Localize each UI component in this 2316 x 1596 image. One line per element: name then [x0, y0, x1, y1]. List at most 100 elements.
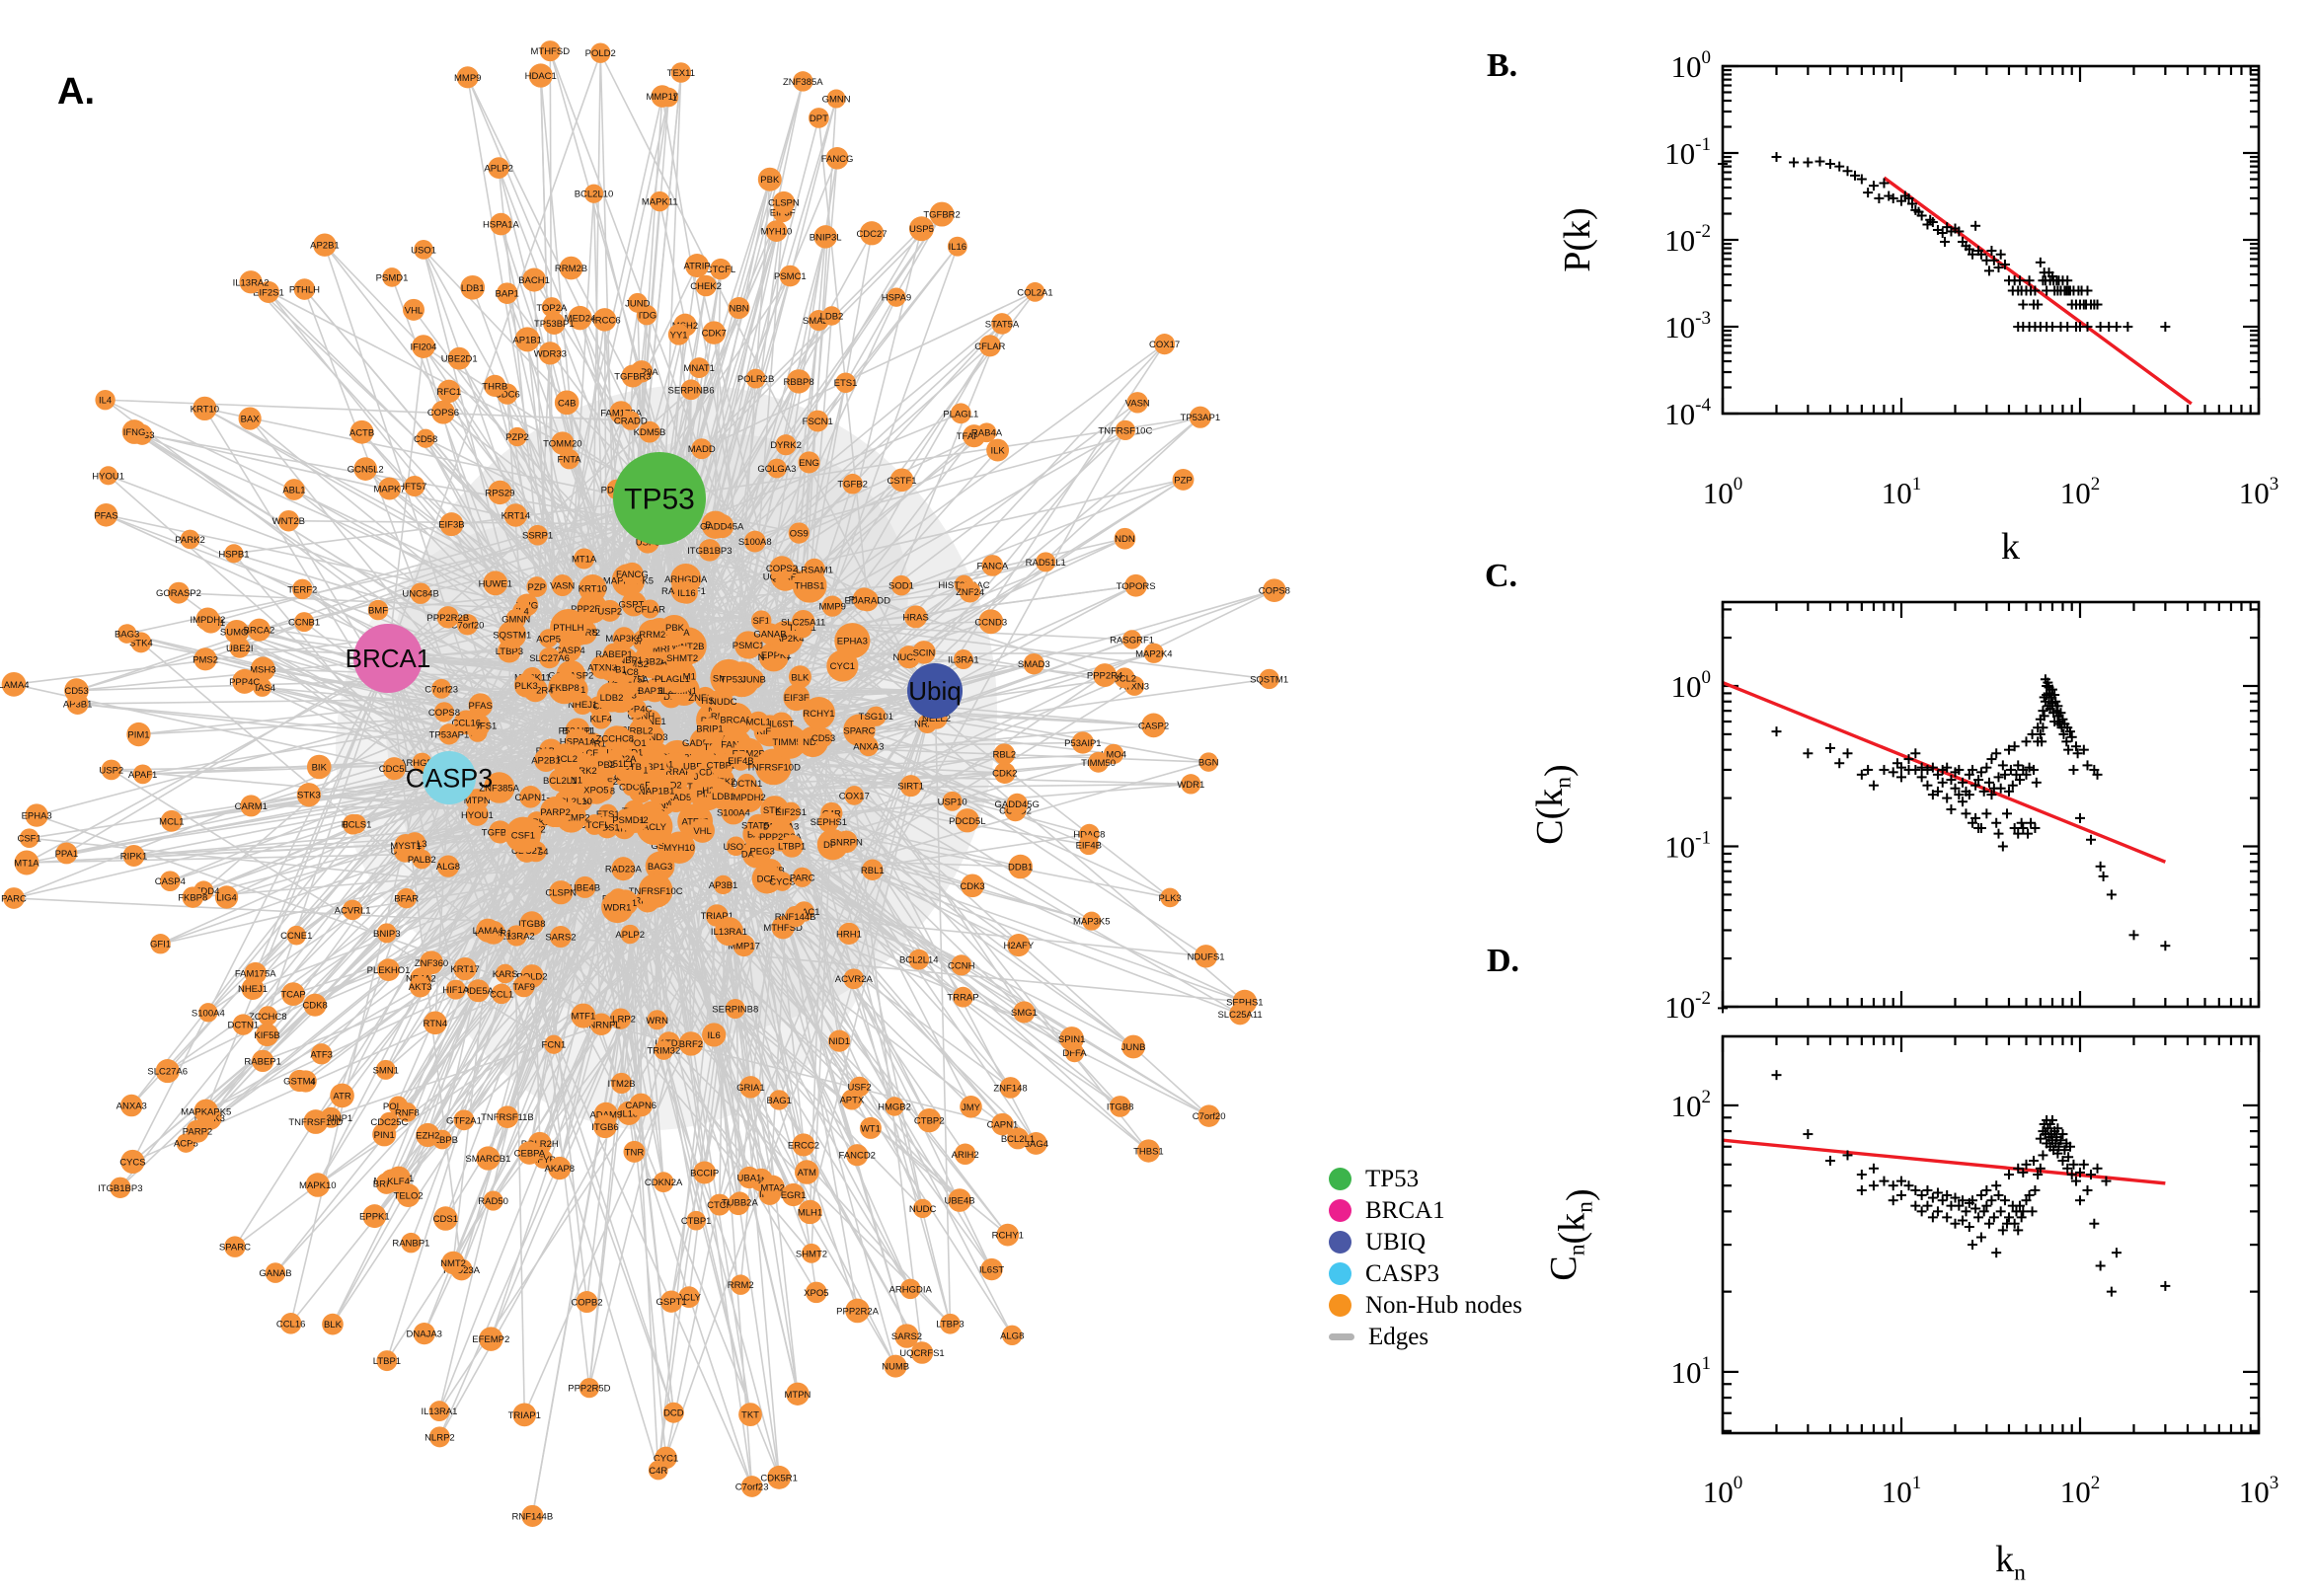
network-node-label: KLF4	[590, 715, 613, 725]
network-node-label: SERPINB8	[712, 1005, 758, 1016]
legend-item-brca1: BRCA1	[1329, 1194, 1625, 1226]
network-node-label: KRT10	[579, 584, 607, 595]
network-node-label: PPP4C	[229, 677, 260, 688]
network-node-label: SMN1	[373, 1065, 399, 1076]
network-node-label: TRRAP	[947, 993, 978, 1004]
network-node-label: IMPDH2	[190, 615, 225, 626]
network-node-label: HYOU1	[92, 471, 124, 482]
axis-label: k	[2001, 526, 2020, 568]
network-node-label: ITGB1BP3	[687, 546, 732, 557]
network-node-label: MTPN	[784, 1390, 811, 1401]
plot-border	[1723, 66, 2259, 414]
network-node-label: CFLAR	[974, 342, 1005, 352]
network-node-label: THBS1	[1133, 1147, 1164, 1158]
network-node-label: ZNF24	[956, 587, 984, 598]
network-node-label: HDAC1	[525, 71, 557, 82]
network-node-label: EIF3B	[438, 520, 464, 531]
network-node-label: BAP1	[638, 686, 661, 697]
network-node-label: CDK7	[702, 329, 727, 340]
network-node-label: ACTB	[349, 427, 374, 438]
network-node-label: PARC	[790, 873, 815, 883]
network-node-label: YY1	[670, 330, 688, 341]
tick-label: 10-2	[1664, 221, 1711, 258]
network-node-label: BLK	[324, 1320, 343, 1330]
network-node-label: RNF144B	[775, 912, 816, 923]
network-node-label: SARS2	[891, 1331, 922, 1342]
network-node-label: USP2	[597, 606, 622, 617]
network-node-label: IL13RA1	[711, 927, 747, 938]
network-node-label: HUWE1	[479, 578, 512, 589]
network-node-label: APTX	[839, 1096, 864, 1106]
network-node-label: TOP2A	[536, 303, 568, 314]
network-node-label: HRAS	[902, 612, 928, 623]
network-node-label: PALB2	[408, 855, 436, 866]
network-node-label: BRIP1	[696, 724, 723, 735]
network-node-label: GTF2A1	[446, 1115, 482, 1126]
axis-ticks	[1723, 602, 2259, 1007]
tick-label: 100	[1703, 474, 1743, 510]
network-node-label: MNAT1	[683, 363, 715, 374]
network-node-label: ATR	[333, 1091, 350, 1102]
network-node-label: MMP9	[818, 602, 845, 613]
network-node-label: LTBP3	[936, 1320, 964, 1330]
network-node-label: NMT2	[440, 1258, 466, 1269]
network-node-label: SLC25A11	[781, 617, 825, 628]
network-node-label: CLSPN	[545, 888, 577, 899]
network-node-label: WDR33	[534, 348, 567, 359]
network-node-label: AP2B1	[531, 756, 561, 767]
network-node-label: EPHA3	[22, 811, 52, 822]
panel-b-letter: B.	[1487, 47, 1517, 85]
network-node-label: NDUFS1	[1188, 951, 1225, 962]
network-node-label: IL6ST	[979, 1265, 1005, 1276]
network-node-label: IL13RA2	[233, 277, 270, 288]
network-node-label: PFAS	[469, 701, 493, 712]
network-node-label: MMP17	[646, 92, 678, 103]
network-node-label: PARP2	[183, 1127, 212, 1138]
legend-label: Non-Hub nodes	[1365, 1293, 1522, 1318]
network-node-label: FANCG	[616, 570, 649, 580]
axis-ticks	[1723, 1036, 2259, 1433]
network-node-label: KIF5B	[254, 1030, 279, 1041]
network-node-label: CDK2	[992, 769, 1017, 780]
network-node-label: ALG8	[1000, 1330, 1024, 1341]
network-node-label: RANBP1	[392, 1239, 429, 1250]
network-node-label: PPP2R2A	[836, 1306, 879, 1317]
network-node-label: XPO5	[804, 1288, 828, 1299]
network-node-label: GORASP2	[156, 588, 201, 599]
network-node-label: TP53AP1	[429, 729, 470, 740]
network-node-label: USP10	[938, 797, 967, 807]
network-node-label: THRB	[482, 381, 507, 392]
plot-border	[1723, 602, 2259, 1007]
network-node-label: PTHLH	[553, 623, 583, 634]
network-node-label: CFLAR	[635, 605, 665, 616]
network-node-label: NID1	[828, 1036, 850, 1047]
network-node-label: S100A4	[717, 807, 750, 818]
network-node-label: PLK3	[1159, 893, 1182, 904]
legend-edge-icon	[1329, 1333, 1354, 1340]
network-node-label: COPS6	[427, 408, 459, 418]
network-node-label: SLC25A11	[1217, 1010, 1262, 1021]
network-node-label: CCNE1	[280, 931, 312, 942]
network-node-label: LDB2	[600, 693, 624, 704]
network-node-label: FSCN1	[803, 417, 833, 427]
network-node-label: PPP2R2B	[426, 613, 469, 624]
network-node-label: MMP9	[454, 73, 481, 84]
network-node-label: CHEK2	[690, 281, 722, 292]
network-node-label: C4R	[649, 1466, 667, 1477]
hub-label-ubiq: Ubiq	[908, 676, 961, 706]
network-node-label: PPP2R4	[1087, 671, 1122, 682]
network-node-label: MAP3K5	[605, 634, 643, 645]
network-node-label: CDK8	[302, 1001, 327, 1012]
network-node-label: GADD45A	[700, 521, 744, 532]
network-node-label: SLC27A6	[147, 1067, 188, 1078]
network-node-label: SHMT2	[666, 653, 698, 664]
network-node-label: GADD45G	[995, 799, 1040, 810]
axis-ticks	[1723, 66, 2259, 414]
legend-label: CASP3	[1365, 1261, 1439, 1286]
network-node-label: EGR1	[781, 1190, 807, 1201]
network-node-label: BMF	[368, 606, 388, 617]
network-node-label: GANAB	[753, 630, 786, 641]
